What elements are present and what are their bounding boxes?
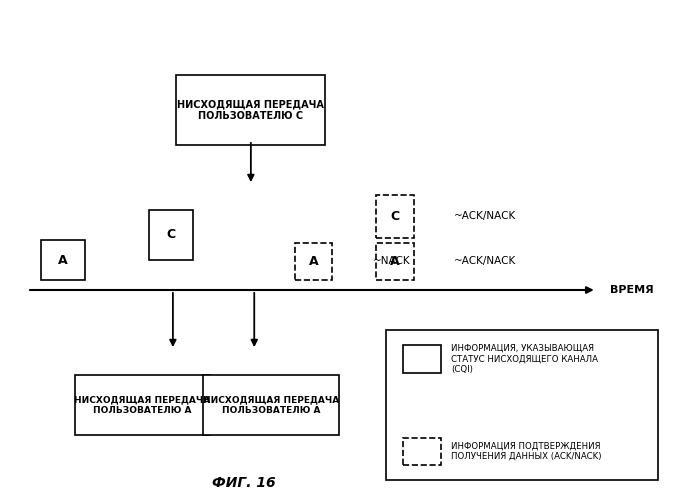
Text: НИСХОДЯЩАЯ ПЕРЕДАЧА
ПОЛЬЗОВАТЕЛЮ С: НИСХОДЯЩАЯ ПЕРЕДАЧА ПОЛЬЗОВАТЕЛЮ С	[178, 99, 324, 121]
Bar	[295, 242, 332, 280]
Bar	[41, 240, 85, 280]
Text: ~NACK: ~NACK	[373, 256, 410, 266]
Bar	[376, 242, 414, 280]
Bar	[403, 438, 441, 465]
Bar	[149, 210, 193, 260]
Text: ИНФОРМАЦИЯ, УКАЗЫВАЮЩАЯ
СТАТУС НИСХОДЯЩЕГО КАНАЛА
(CQI): ИНФОРМАЦИЯ, УКАЗЫВАЮЩАЯ СТАТУС НИСХОДЯЩЕ…	[451, 344, 598, 374]
Text: НИСХОДЯЩАЯ ПЕРЕДАЧА
ПОЛЬЗОВАТЕЛЮ А: НИСХОДЯЩАЯ ПЕРЕДАЧА ПОЛЬЗОВАТЕЛЮ А	[75, 396, 210, 414]
Bar	[376, 195, 414, 238]
FancyBboxPatch shape	[176, 75, 325, 145]
Text: НИСХОДЯЩАЯ ПЕРЕДАЧА
ПОЛЬЗОВАТЕЛЮ А: НИСХОДЯЩАЯ ПЕРЕДАЧА ПОЛЬЗОВАТЕЛЮ А	[203, 396, 339, 414]
Text: ~ACK/NACK: ~ACK/NACK	[454, 211, 517, 221]
Text: A: A	[58, 254, 68, 266]
Bar	[403, 345, 441, 372]
FancyBboxPatch shape	[75, 375, 210, 435]
FancyBboxPatch shape	[386, 330, 658, 480]
Text: ВРЕМЯ: ВРЕМЯ	[610, 285, 654, 295]
Text: ИНФОРМАЦИЯ ПОДТВЕРЖДЕНИЯ
ПОЛУЧЕНИЯ ДАННЫХ (ACK/NACK): ИНФОРМАЦИЯ ПОДТВЕРЖДЕНИЯ ПОЛУЧЕНИЯ ДАННЫ…	[451, 442, 601, 461]
Text: C: C	[167, 228, 176, 241]
Text: ФИГ. 16: ФИГ. 16	[212, 476, 276, 490]
Text: A: A	[308, 255, 319, 268]
Text: ~ACK/NACK: ~ACK/NACK	[454, 256, 517, 266]
Text: C: C	[391, 210, 399, 223]
FancyBboxPatch shape	[203, 375, 339, 435]
Text: A: A	[390, 255, 400, 268]
